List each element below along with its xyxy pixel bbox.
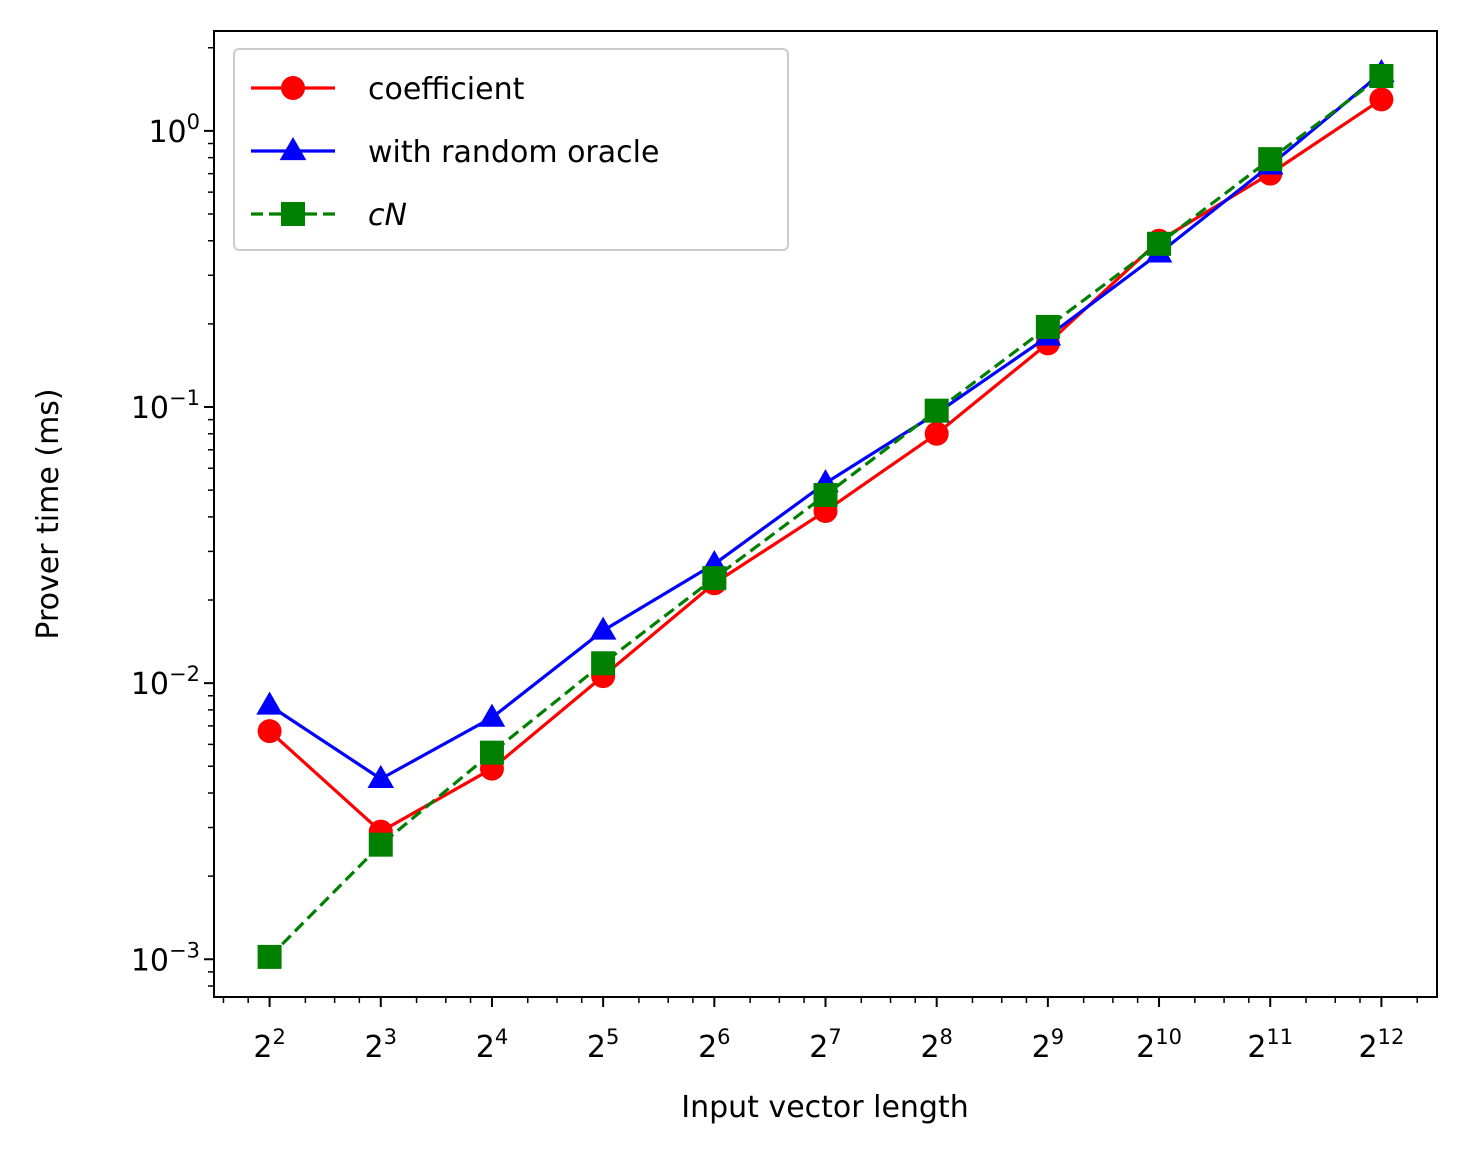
x-tick-label: 28 — [920, 1025, 952, 1065]
major-ticks: 22 23 24 25 26 27 28 29 210 211 212 10−3 10−2 10−1 100 — [131, 110, 1404, 1065]
legend-box — [233, 48, 789, 251]
x-tick-label: 212 — [1358, 1025, 1404, 1065]
legend-label: cN — [368, 198, 407, 233]
legend-marker — [279, 137, 307, 161]
x-axis-label: Input vector length — [681, 1090, 969, 1125]
legend-label: coefficient — [368, 72, 525, 107]
data-point — [924, 421, 949, 446]
plot-frame — [213, 30, 1438, 998]
data-point — [367, 764, 395, 788]
data-point — [1147, 231, 1172, 256]
x-tick-label: 22 — [253, 1025, 285, 1065]
x-tick-label: 27 — [809, 1025, 841, 1065]
y-tick-label: 10−3 — [131, 938, 200, 978]
y-tick-label: 10−2 — [131, 662, 200, 702]
data-point — [924, 398, 949, 423]
x-tick-label: 24 — [476, 1025, 508, 1065]
data-point — [813, 483, 838, 508]
y-tick-label: 10−1 — [131, 386, 200, 426]
series-2 — [257, 64, 1394, 969]
data-point — [591, 651, 616, 676]
legend-marker — [281, 202, 305, 226]
x-tick-label: 25 — [587, 1025, 619, 1065]
data-point — [478, 703, 506, 727]
y-tick-label: 100 — [148, 110, 200, 150]
data-point — [479, 740, 504, 765]
data-point — [1369, 87, 1394, 112]
data-point — [1035, 314, 1060, 339]
x-tick-label: 29 — [1032, 1025, 1064, 1065]
data-point — [589, 616, 617, 640]
data-point — [702, 566, 727, 591]
data-point — [256, 691, 283, 715]
x-tick-label: 211 — [1247, 1025, 1293, 1065]
x-tick-label: 23 — [365, 1025, 397, 1065]
data-point — [257, 944, 282, 969]
data-point — [1369, 64, 1394, 89]
legend-marker — [281, 76, 305, 100]
data-point — [257, 719, 282, 744]
x-tick-label: 26 — [698, 1025, 730, 1065]
series-layer — [256, 59, 1395, 969]
y-axis-label: Prover time (ms) — [31, 388, 66, 639]
legend: coefficient with random oracle cN — [233, 48, 789, 251]
x-tick-label: 210 — [1136, 1025, 1182, 1065]
data-point — [1258, 147, 1283, 172]
data-point — [368, 832, 393, 857]
legend-label: with random oracle — [368, 135, 659, 170]
